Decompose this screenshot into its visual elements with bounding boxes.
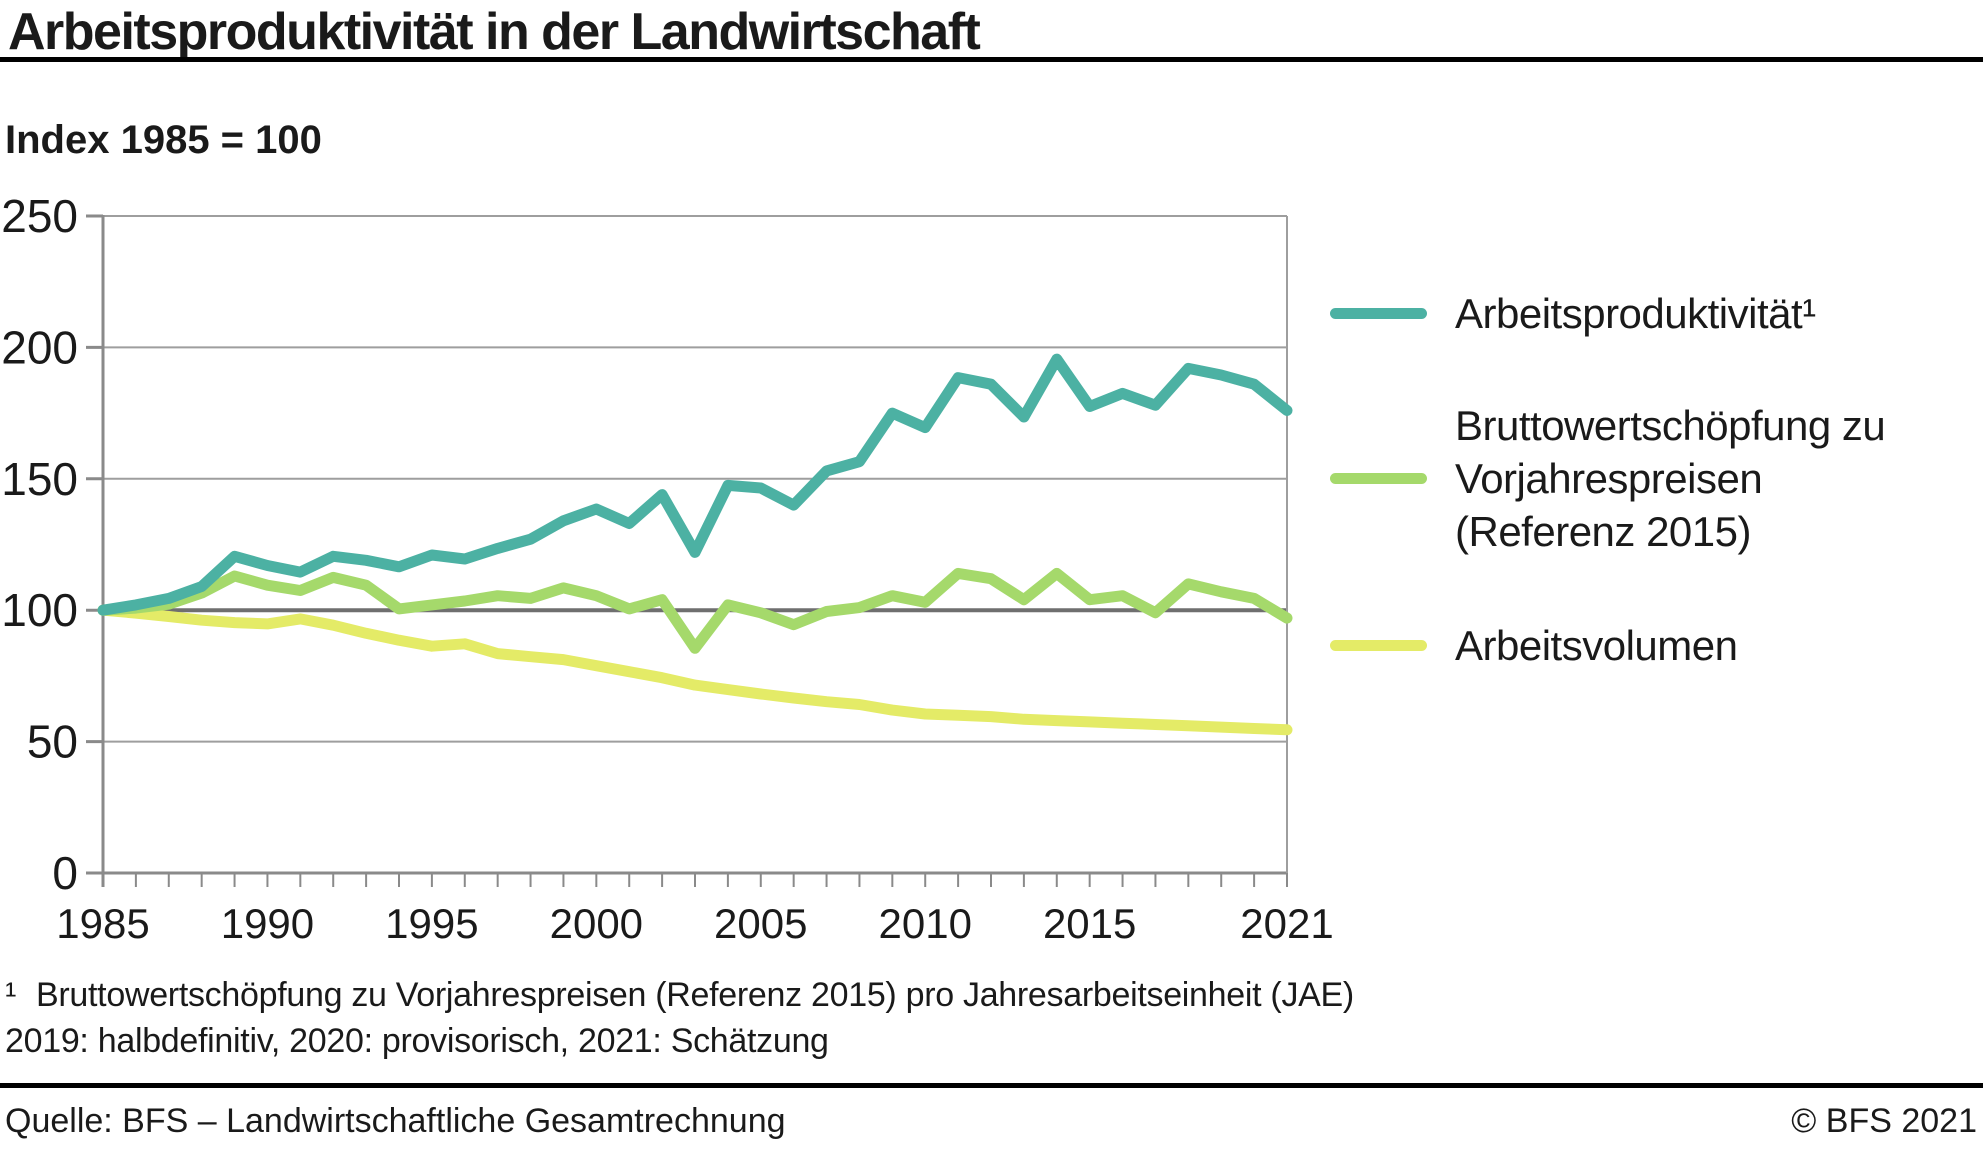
legend-label: Arbeitsproduktivität¹ <box>1455 289 1816 337</box>
y-tick-label: 100 <box>1 584 78 636</box>
copyright-text: © BFS 2021 <box>1791 1102 1977 1140</box>
series-line <box>97 353 1293 616</box>
x-tick-label: 2015 <box>1043 900 1136 947</box>
x-tick-label: 2005 <box>714 900 807 947</box>
x-tick-label: 1985 <box>56 900 149 947</box>
x-tick-label: 2010 <box>879 900 972 947</box>
legend-label: Arbeitsvolumen <box>1455 621 1738 669</box>
legend-item-arbeitsvolumen: Arbeitsvolumen <box>1330 622 1738 669</box>
y-tick-label: 0 <box>52 847 78 899</box>
y-tick-label: 50 <box>27 716 78 768</box>
series-line <box>97 604 1293 736</box>
legend-swatch-green <box>1330 472 1427 484</box>
legend-swatch-yellow <box>1330 639 1427 651</box>
footnote-text: Bruttowertschöpfung zu Vorjahrespreisen … <box>36 976 1354 1014</box>
source-text: Quelle: BFS – Landwirtschaftliche Gesamt… <box>5 1102 786 1140</box>
legend-swatch-teal <box>1330 307 1427 319</box>
footnote-line-1: ¹ Bruttowertschöpfung zu Vorjahrespreisen… <box>5 972 1354 1018</box>
x-tick-label: 1990 <box>221 900 314 947</box>
footnote: ¹ Bruttowertschöpfung zu Vorjahrespreisen… <box>5 972 1354 1064</box>
series-line <box>97 567 1293 654</box>
legend-item-bruttowertschoepfung: Bruttowertschöpfung zu Vorjahrespreisen … <box>1330 398 1886 558</box>
footer-divider <box>0 1083 1983 1088</box>
footnote-line-2: 2019: halbdefinitiv, 2020: provisorisch,… <box>5 1022 829 1060</box>
x-tick-label: 1995 <box>385 900 478 947</box>
page-title: Arbeitsproduktivität in der Landwirtscha… <box>8 3 981 61</box>
y-tick-label: 150 <box>1 453 78 505</box>
y-tick-label: 200 <box>1 321 78 373</box>
title-divider <box>0 57 1983 62</box>
index-subtitle: Index 1985 = 100 <box>5 118 322 162</box>
legend-label: Bruttowertschöpfung zu Vorjahrespreisen … <box>1455 401 1886 555</box>
x-tick-label: 2000 <box>550 900 643 947</box>
y-tick-label: 250 <box>1 190 78 242</box>
footnote-marker: ¹ <box>5 976 17 1014</box>
legend-item-arbeitsproduktivitaet: Arbeitsproduktivität¹ <box>1330 290 1816 337</box>
x-tick-label: 2021 <box>1240 900 1333 947</box>
